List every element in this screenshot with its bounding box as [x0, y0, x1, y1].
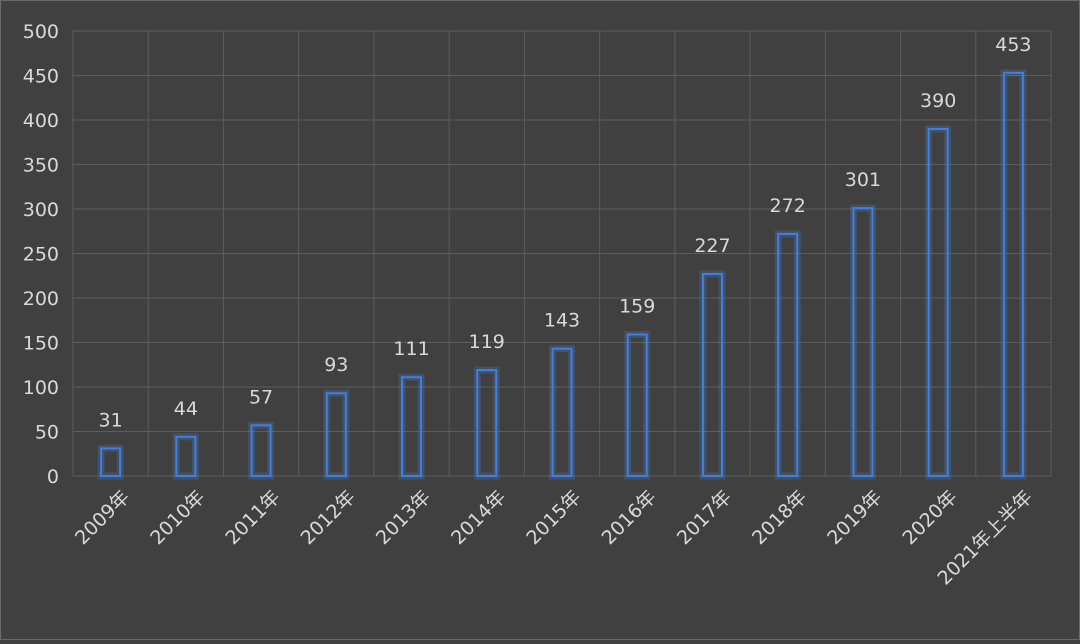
bar-glow: [323, 389, 350, 480]
data-label: 57: [249, 386, 273, 408]
bar: [401, 376, 423, 477]
y-tick-label: 150: [23, 333, 59, 355]
x-axis-ticks: 2009年 2010年 2011年 2012年 2013年 2014年 2015年 2016年…: [71, 486, 1037, 589]
y-tick-label: 250: [23, 244, 59, 266]
bar: [250, 424, 272, 477]
bar-glow: [248, 421, 275, 480]
bar: [175, 435, 197, 477]
data-label: 227: [694, 235, 730, 257]
data-label: 390: [920, 90, 956, 112]
bar-glow: [699, 270, 726, 480]
bar: [852, 207, 874, 478]
x-tick-label: 2013年: [372, 486, 435, 549]
x-tick-label: 2011年: [221, 486, 284, 549]
bar-glow: [774, 230, 801, 480]
bar: [701, 272, 723, 477]
x-tick-label: 2015年: [522, 486, 585, 549]
y-tick-label: 100: [23, 377, 59, 399]
data-label: 111: [393, 338, 429, 360]
data-label: 453: [995, 34, 1031, 56]
bar-glow: [1000, 69, 1027, 480]
bar: [927, 127, 949, 478]
y-tick-label: 400: [23, 110, 59, 132]
bar-glow: [925, 125, 952, 480]
x-tick-label: 2020年: [899, 486, 962, 549]
y-tick-label: 450: [23, 66, 59, 88]
data-label: 93: [324, 354, 348, 376]
bar: [325, 392, 347, 478]
bar-glow: [473, 366, 500, 480]
y-axis-ticks: 0 50 100 150 200 250 300 350 400 450 500: [23, 21, 59, 488]
y-tick-label: 50: [35, 422, 59, 444]
x-tick-label: 2012年: [297, 486, 360, 549]
bar-glow: [549, 345, 575, 480]
bar: [1002, 71, 1024, 478]
bar: [626, 333, 648, 477]
bar: [100, 447, 122, 478]
y-tick-label: 350: [23, 155, 59, 177]
data-label: 272: [770, 195, 806, 217]
x-tick-label: 2014年: [447, 486, 510, 549]
x-tick-label: 2019年: [823, 486, 886, 549]
y-tick-label: 500: [23, 21, 59, 43]
y-tick-label: 300: [23, 199, 59, 221]
bar: [777, 232, 799, 477]
data-label: 159: [619, 295, 655, 317]
bar-glow: [398, 373, 425, 480]
data-label: 119: [469, 331, 505, 353]
data-label: 301: [845, 169, 881, 191]
data-labels: 31 44 57 93 111 119 143 159 227 272 301 390 453: [99, 34, 1032, 432]
y-tick-label: 200: [23, 288, 59, 310]
bar: [551, 347, 573, 478]
y-tick-label: 0: [47, 466, 59, 488]
x-tick-label: 2017年: [673, 486, 736, 549]
x-tick-label: 2018年: [748, 486, 811, 549]
x-tick-label: 2016年: [598, 486, 661, 549]
bar: [476, 369, 498, 477]
bars: [97, 69, 1027, 480]
x-tick-label: 2010年: [146, 486, 209, 549]
grid-layer: [72, 30, 1052, 477]
bar-glow: [172, 433, 199, 480]
data-label: 31: [99, 409, 123, 431]
bar-glow: [624, 330, 651, 480]
data-label: 44: [174, 398, 198, 420]
bar-glow: [97, 444, 124, 480]
data-label: 143: [544, 310, 580, 332]
x-tick-label: 2009年: [71, 486, 134, 549]
